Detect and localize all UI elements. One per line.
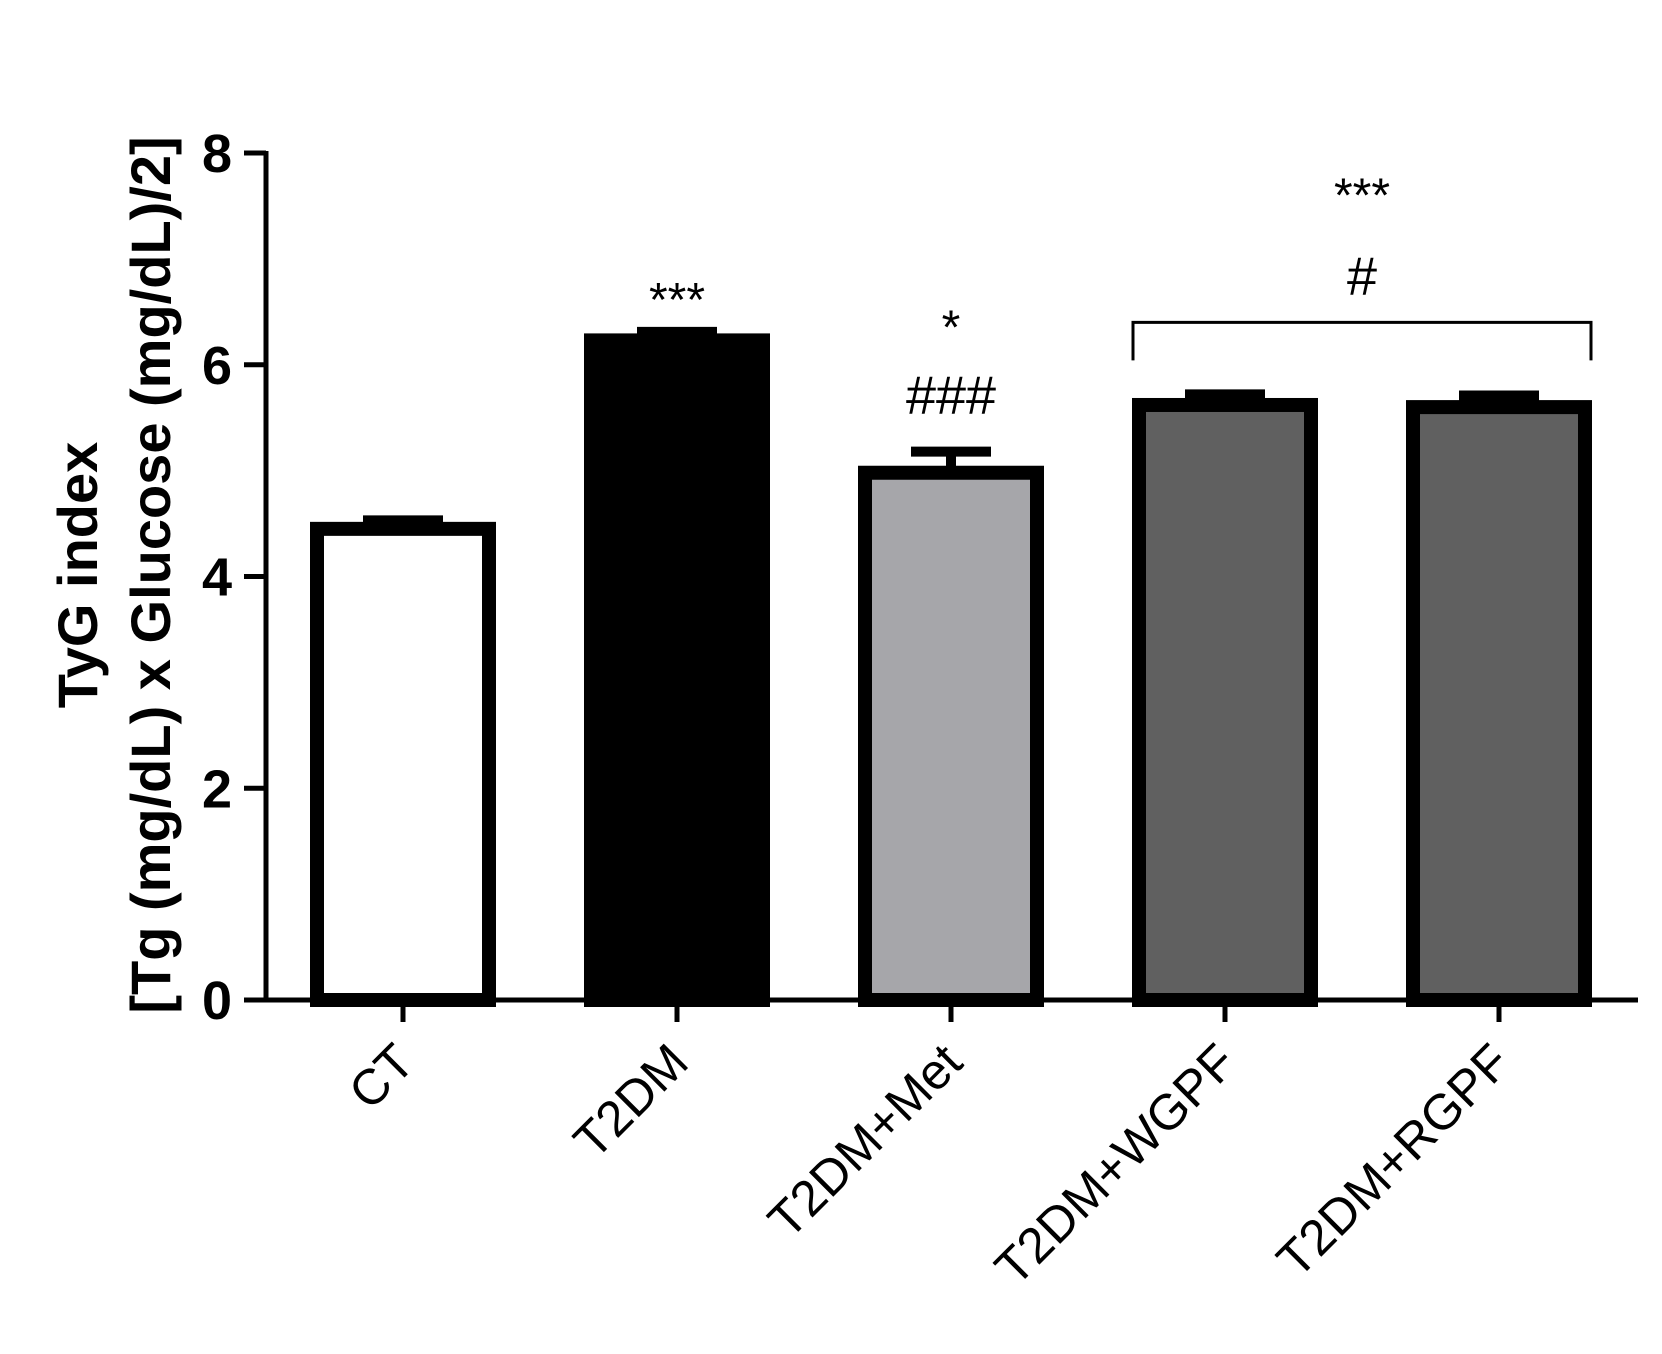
bar-t2dm-met: [858, 465, 1044, 1007]
bar-ct: [310, 521, 496, 1007]
annotation-t2dm-0: ***: [649, 274, 705, 327]
y-axis-label-line2: [Tg (mg/dL) x Glucose (mg/dL)/2]: [119, 136, 182, 1013]
group-annotation-1: #: [1347, 246, 1377, 306]
bar-t2dm-wgpf: [1132, 397, 1318, 1008]
x-tick-label-t2dm-met: T2DM+Met: [757, 1033, 973, 1249]
y-axis-label-line1: TyG index: [46, 442, 109, 709]
y-tick-label-8: 8: [202, 124, 232, 184]
y-tick-label-2: 2: [202, 759, 232, 819]
error-bar-t2dm-rgpf: [1459, 390, 1539, 408]
significance-annotations: ****###***#: [649, 169, 1593, 426]
group-annotation-0: ***: [1334, 169, 1390, 222]
y-tick-label-6: 6: [202, 336, 232, 396]
bars-layer: [310, 333, 1592, 1008]
y-ticks: 0 2 4 6 8: [202, 124, 266, 1031]
bar-t2dm: [584, 333, 770, 1007]
error-bar-t2dm-wgpf: [1185, 389, 1265, 405]
y-tick-label-0: 0: [202, 971, 232, 1031]
x-tick-label-ct: CT: [338, 1033, 425, 1120]
x-tick-label-t2dm-rgpf: T2DM+RGPF: [1266, 1033, 1521, 1288]
error-bars-layer: [363, 326, 1539, 529]
group-bracket: [1131, 320, 1593, 361]
bar-t2dm-rgpf: [1406, 400, 1592, 1008]
annotation-t2dm-met-0: *: [942, 302, 961, 355]
x-tick-label-t2dm-wgpf: T2DM+WGPF: [984, 1033, 1247, 1296]
x-ticks: CT T2DM T2DM+Met T2DM+WGPF T2DM+RGPF: [338, 1000, 1521, 1296]
y-tick-label-4: 4: [202, 548, 232, 608]
error-bar-t2dm-met: [911, 446, 991, 473]
annotation-t2dm-met-1: ###: [906, 366, 996, 426]
x-tick-label-t2dm: T2DM: [563, 1033, 699, 1169]
error-bar-t2dm: [637, 326, 717, 341]
error-bar-ct: [363, 515, 443, 529]
